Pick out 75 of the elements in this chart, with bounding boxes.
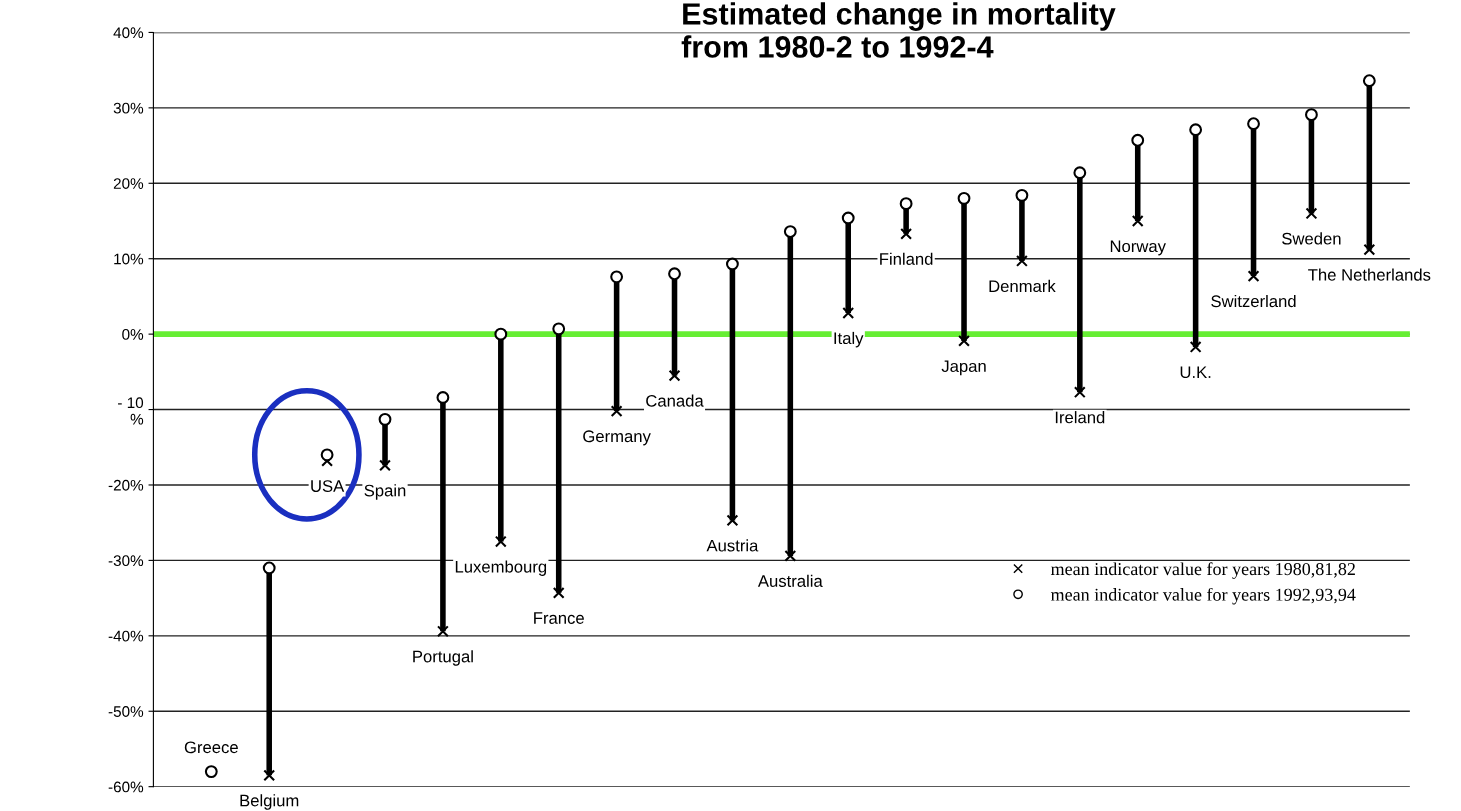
- x-tick-label: Australia: [757, 574, 823, 587]
- point: [726, 257, 739, 271]
- point: [726, 514, 739, 527]
- point: [1131, 215, 1144, 227]
- point: [1073, 386, 1086, 399]
- x-tick-label: Sweden: [1282, 232, 1341, 245]
- y-tick-label: -40%: [108, 630, 144, 642]
- y-tick-label: 20%: [113, 178, 144, 189]
- point: [1247, 270, 1260, 283]
- point: [784, 549, 797, 562]
- x-tick-label: Spain: [364, 484, 406, 500]
- point: [1305, 108, 1318, 122]
- x-tick-label: Italy: [834, 331, 864, 348]
- chart-title: Estimated change in mortality from 1980-2 to 1992-4: [681, 2, 1116, 58]
- y-tick-label: -60%: [108, 781, 144, 793]
- point: [1131, 133, 1145, 147]
- x-tick-label: Austria: [706, 539, 759, 552]
- x-tick-label: Finland: [880, 252, 933, 265]
- x-tick-label: Ireland: [1055, 411, 1105, 424]
- x-tick-label: U.K.: [1180, 366, 1211, 379]
- point: [668, 369, 681, 382]
- y-tick-label: - 10 %: [118, 397, 144, 425]
- point: [610, 405, 623, 418]
- point: [1362, 74, 1376, 88]
- x-tick-label: Japan: [941, 360, 986, 376]
- point: [552, 322, 566, 336]
- point: [957, 191, 971, 205]
- x-tick-label: Germany: [583, 430, 651, 446]
- point: [263, 769, 276, 782]
- point: [494, 327, 508, 341]
- y-tick-label: 40%: [113, 27, 144, 39]
- x-tick-label: France: [534, 612, 584, 624]
- point: [610, 270, 624, 284]
- y-tick-label: 10%: [114, 253, 144, 265]
- point: [262, 561, 276, 575]
- x-tick-label: Denmark: [989, 279, 1056, 293]
- x-tick-label: Belgium: [240, 794, 299, 810]
- point: [900, 227, 913, 240]
- y-tick-label: -50%: [108, 706, 144, 717]
- point: [1363, 243, 1376, 256]
- legend-label: mean indicator value for years 1992,93,94: [1050, 587, 1356, 605]
- point: [1073, 166, 1087, 180]
- point: [552, 586, 565, 599]
- point: [1189, 341, 1202, 353]
- y-tick-label: 30%: [113, 102, 144, 114]
- y-tick-label: 0%: [122, 329, 144, 340]
- y-tick-label: -20%: [108, 479, 144, 491]
- point: [958, 334, 970, 347]
- point: [436, 391, 450, 404]
- point: [668, 267, 681, 281]
- point: [783, 225, 797, 238]
- x-tick-label: Canada: [646, 394, 704, 407]
- point: [841, 211, 855, 225]
- y-tick-label: -30%: [108, 555, 144, 567]
- legend-label: mean indicator value for years 1980,81,82: [1050, 562, 1355, 579]
- point: [379, 459, 391, 472]
- point: [1247, 117, 1260, 131]
- x-tick-label: Norway: [1110, 240, 1166, 256]
- point: [899, 197, 913, 211]
- point: [1015, 255, 1028, 267]
- point: [1015, 188, 1029, 202]
- x-tick-label: Portugal: [413, 650, 473, 666]
- x-tick-label: Greece: [184, 741, 238, 754]
- x-tick-label: Switzerland: [1211, 294, 1296, 308]
- point: [378, 412, 392, 426]
- point: [494, 535, 507, 548]
- point: [204, 765, 218, 779]
- point: [1189, 123, 1203, 137]
- point: [1305, 207, 1318, 220]
- point: [436, 625, 449, 638]
- point: [320, 448, 334, 462]
- x-tick-label: USA: [311, 480, 345, 492]
- x-tick-label: The Netherlands: [1308, 268, 1431, 281]
- point: [842, 307, 855, 319]
- x-tick-label: Luxembourg: [455, 560, 547, 576]
